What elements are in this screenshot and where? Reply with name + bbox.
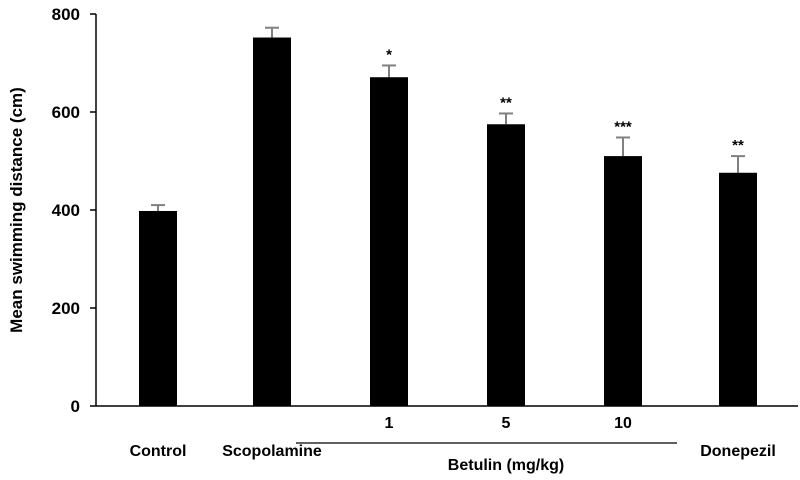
- bar: [253, 37, 291, 407]
- bars: [139, 37, 757, 407]
- y-tick-label: 200: [52, 299, 80, 318]
- error-bars: [151, 26, 745, 211]
- y-tick-label: 400: [52, 201, 80, 220]
- bar: [719, 172, 757, 406]
- y-tick-marks: [90, 13, 96, 407]
- y-axis-label: Mean swimming distance (cm): [7, 87, 26, 333]
- significance-marker: **: [732, 137, 744, 154]
- significance-marker: **: [500, 94, 512, 111]
- x-category-labels: Control Scopolamine 1 5 10 Donepezil: [130, 415, 776, 460]
- x-category-label: 10: [614, 415, 632, 432]
- y-tick-label: 800: [52, 5, 80, 24]
- significance-marker: ***: [614, 118, 632, 135]
- x-category-label: 5: [502, 415, 511, 432]
- significance-markers: ********: [386, 46, 744, 154]
- x-category-label: Control: [130, 443, 187, 460]
- bar: [370, 77, 408, 407]
- y-tick-label: 600: [52, 103, 80, 122]
- bar: [487, 124, 525, 406]
- bar: [604, 156, 642, 406]
- x-category-label: 1: [385, 415, 394, 432]
- bar: [139, 210, 177, 406]
- significance-marker: *: [386, 46, 392, 63]
- y-tick-labels: 0 200 400 600 800: [52, 5, 80, 416]
- x-category-label: Scopolamine: [222, 443, 322, 460]
- x-category-label: Donepezil: [700, 443, 776, 460]
- y-tick-label: 0: [71, 397, 80, 416]
- group-label: Betulin (mg/kg): [448, 457, 564, 474]
